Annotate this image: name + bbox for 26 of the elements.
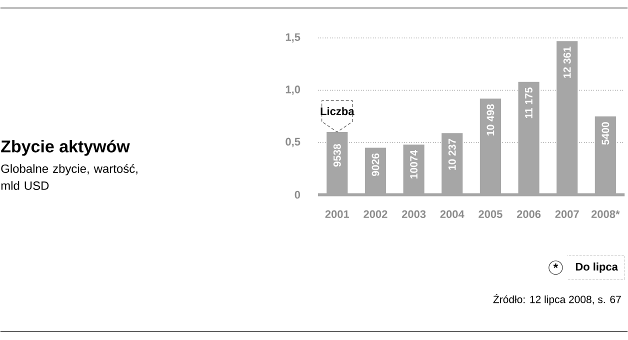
text: * <box>553 264 558 268</box>
x-tick-label: 2004 <box>440 210 464 218</box>
annotation: 10 498 <box>486 104 494 136</box>
y-tick-label: 1,5 <box>286 34 300 43</box>
y-tick-label: 1,0 <box>286 86 300 96</box>
x-tick-label: 2005 <box>478 210 502 218</box>
text: Globalne zbycie, wartość, mld USD <box>1 164 138 190</box>
annotation: 9538 <box>333 144 341 167</box>
y-tick-label: 0 <box>294 191 300 199</box>
annotation: 10 237 <box>448 139 456 170</box>
x-tick-label: 2006 <box>516 210 541 218</box>
x-tick-label: 2007 <box>555 210 579 218</box>
x-tick-label: 2001 <box>325 210 350 218</box>
annotation: 5400 <box>602 122 610 145</box>
text: Do lipca <box>576 262 618 273</box>
text: Zbycie aktywów <box>1 140 130 156</box>
x-tick-label: 2008* <box>591 210 620 218</box>
text: Źródło: 12 lipca 2008, s. 67 <box>493 294 621 306</box>
x-tick-label: 2002 <box>364 210 388 218</box>
annotation: 9026 <box>372 154 380 176</box>
x-tick-label: 2003 <box>402 210 426 218</box>
y-tick-label: 0,5 <box>286 138 300 148</box>
annotation: 11 175 <box>525 88 532 118</box>
annotation: 12 361 <box>563 47 571 78</box>
annotation: Liczba <box>320 107 354 116</box>
annotation: 10074 <box>410 150 418 179</box>
